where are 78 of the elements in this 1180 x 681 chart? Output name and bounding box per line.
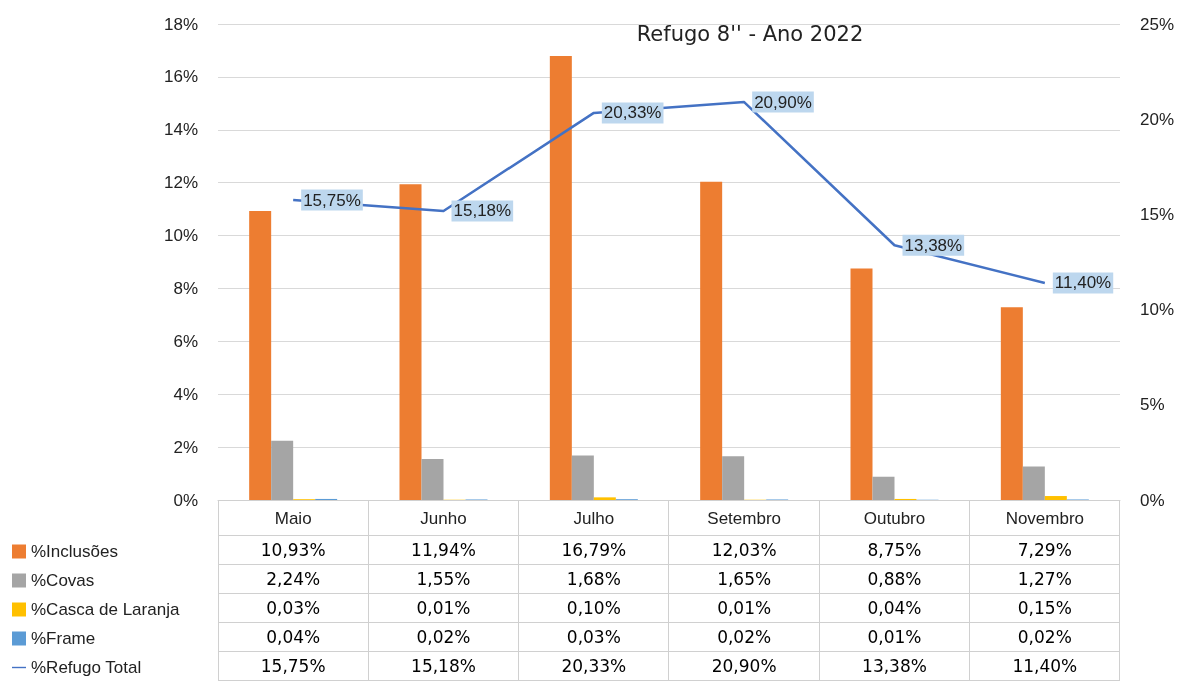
data-label: 0,02% <box>368 622 519 652</box>
y-tick-label: 14% <box>163 120 198 140</box>
y-tick-label: 2% <box>173 437 198 457</box>
y2-tick-label: 15% <box>1140 204 1175 224</box>
bar <box>1000 307 1023 500</box>
y-tick-label: 0% <box>173 490 198 510</box>
bar <box>850 268 873 500</box>
bar <box>872 476 895 500</box>
data-label: 15,18% <box>368 651 519 681</box>
y2-tick-label: 25% <box>1140 14 1175 34</box>
text: 20,90% <box>754 92 812 112</box>
data-label: 0,02% <box>969 622 1120 652</box>
legend-label: %Refugo Total <box>31 658 142 677</box>
bar <box>1044 496 1067 500</box>
x-tick-label: Setembro <box>707 509 782 528</box>
data-label: 0,01% <box>668 593 820 623</box>
y-tick-label: 10% <box>163 226 198 246</box>
data-label: 0,04% <box>218 622 369 652</box>
data-label: 7,29% <box>969 535 1120 565</box>
data-label: 11,40% <box>969 651 1120 681</box>
data-label: 0,02% <box>668 622 820 652</box>
data-label: 12,03% <box>668 535 820 565</box>
y-tick-label: 12% <box>163 173 198 193</box>
data-label: 0,04% <box>819 593 970 623</box>
text: 20,33% <box>603 103 662 123</box>
text: 15,75% <box>303 190 361 210</box>
y-tick-label: 8% <box>173 278 198 298</box>
data-label: 0,03% <box>518 622 669 652</box>
legend-label: %Frame <box>31 629 96 648</box>
y2-tick-label: 20% <box>1140 109 1175 129</box>
bar <box>399 184 422 500</box>
data-label: 0,10% <box>518 593 669 623</box>
data-label: 0,01% <box>368 593 519 623</box>
data-label: 11,94% <box>368 535 519 565</box>
bar <box>722 456 745 500</box>
data-label: 13,38% <box>819 651 970 681</box>
data-label: 10,93% <box>218 535 369 565</box>
chart-title: Refugo 8'' - Ano 2022 <box>636 21 864 46</box>
data-label: 20,90% <box>668 651 820 681</box>
y2-tick-label: 5% <box>1140 395 1165 415</box>
x-tick-label: Julho <box>573 509 615 528</box>
x-tick-label: Outubro <box>863 509 926 528</box>
data-label: 0,01% <box>819 622 970 652</box>
data-label: 0,03% <box>218 593 369 623</box>
data-label: 1,55% <box>368 564 519 594</box>
y2-tick-label: 0% <box>1140 490 1165 510</box>
y-tick-label: 18% <box>163 14 198 34</box>
bar <box>593 497 616 500</box>
data-label: 20,33% <box>518 651 669 681</box>
data-label: 8,75% <box>819 535 970 565</box>
legend-label: %Inclusões <box>31 542 118 561</box>
text: 11,40% <box>1054 273 1112 293</box>
data-label: 0,15% <box>969 593 1120 623</box>
legend-label: %Casca de Laranja <box>31 600 180 619</box>
text: 13,38% <box>904 235 963 255</box>
legend-label: %Covas <box>31 571 95 590</box>
data-label: 0,88% <box>819 564 970 594</box>
y2-tick-label: 10% <box>1140 300 1175 320</box>
data-label: 1,68% <box>518 564 669 594</box>
bar <box>421 459 444 500</box>
data-label: 16,79% <box>518 535 669 565</box>
x-tick-label: Junho <box>420 509 467 528</box>
x-tick-label: Novembro <box>1005 509 1085 528</box>
bar <box>549 56 572 500</box>
x-tick-label: Maio <box>274 509 312 528</box>
y-tick-label: 4% <box>173 384 198 404</box>
data-label: 1,27% <box>969 564 1120 594</box>
bar <box>249 210 272 500</box>
y-tick-label: 6% <box>173 331 198 351</box>
bar <box>271 440 294 500</box>
text: 15,18% <box>453 201 512 221</box>
bar <box>571 455 594 500</box>
bar <box>1022 466 1045 500</box>
data-label: 2,24% <box>218 564 369 594</box>
bar <box>700 181 723 500</box>
data-label: 15,75% <box>218 651 369 681</box>
data-label: 1,65% <box>668 564 820 594</box>
y-tick-label: 16% <box>163 67 198 87</box>
